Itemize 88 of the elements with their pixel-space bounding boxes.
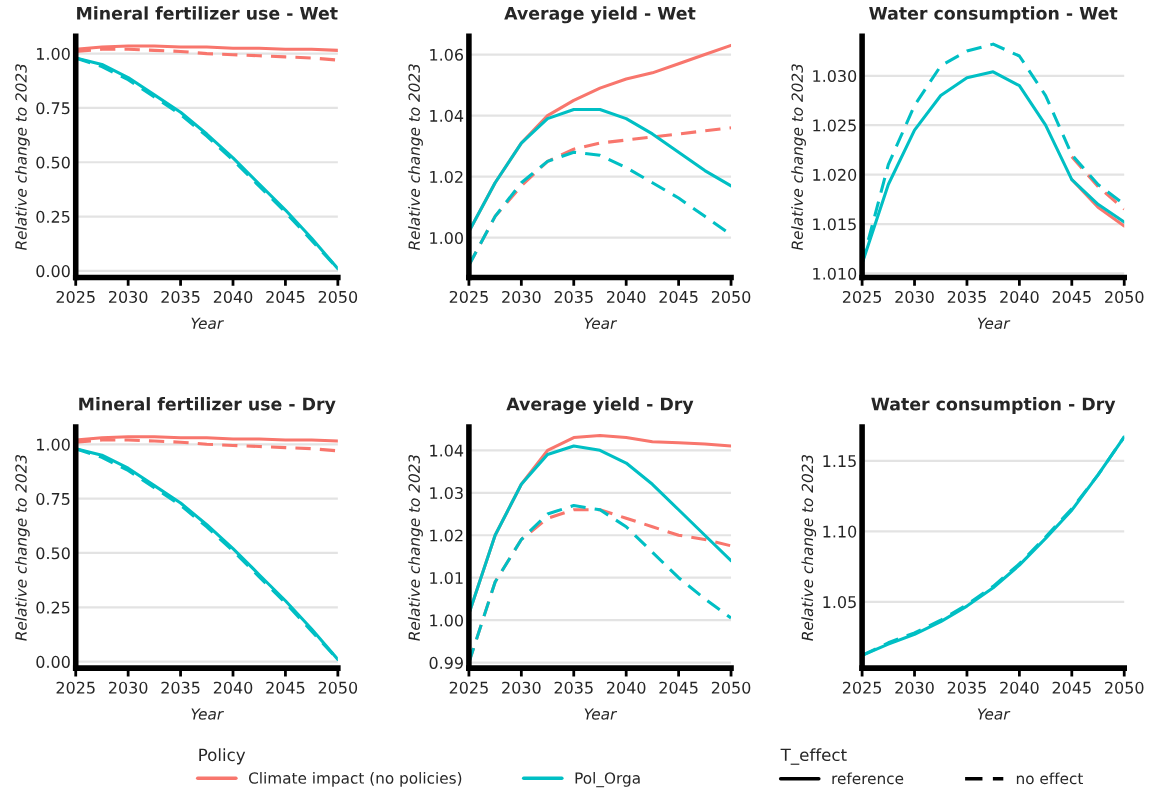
- y-tick-label: 0.00: [36, 265, 70, 278]
- x-tick-label: 2035: [554, 290, 593, 303]
- x-tick-label: 2045: [266, 681, 305, 694]
- x-axis-title: Year: [977, 708, 1011, 720]
- y-tick-label: 1.00: [37, 47, 70, 60]
- y-axis-title: Relative change to 2023: [14, 64, 30, 251]
- y-axis-title: Relative change to 2023: [14, 454, 30, 641]
- y-tick-label: 1.15: [823, 455, 856, 468]
- x-tick-label: 2050: [1105, 290, 1144, 303]
- x-tick-label: 2040: [607, 681, 646, 694]
- x-tick-label: 2045: [659, 681, 698, 694]
- x-tick-label: 2045: [266, 290, 305, 303]
- x-tick-label: 2040: [1000, 290, 1039, 303]
- x-tick-label: 2025: [842, 290, 882, 303]
- y-tick-label: 1.00: [430, 231, 463, 245]
- y-axis-title: Relative change to 2023: [408, 454, 423, 641]
- x-axis-title: Year: [191, 317, 224, 330]
- y-tick-label: 1.015: [813, 218, 856, 231]
- y-tick-label: 1.030: [813, 69, 857, 83]
- y-axis-title: Relative change to 2023: [801, 454, 817, 641]
- x-tick-label: 2045: [1052, 681, 1091, 694]
- x-tick-label: 2030: [109, 290, 148, 303]
- x-tick-label: 2030: [895, 681, 934, 694]
- y-axis-title: Relative change to 2023: [408, 64, 423, 251]
- x-tick-label: 2035: [947, 681, 986, 694]
- x-tick-label: 2030: [502, 290, 541, 303]
- y-tick-label: 1.04: [430, 444, 464, 457]
- x-tick-label: 2050: [711, 681, 751, 694]
- y-tick-label: 0.75: [36, 102, 70, 115]
- x-tick-label: 2045: [659, 290, 698, 303]
- y-tick-label: 0.25: [36, 601, 70, 614]
- y-tick-label: 1.06: [430, 48, 464, 61]
- x-tick-label: 2035: [161, 290, 200, 303]
- x-tick-label: 2050: [1105, 681, 1144, 694]
- y-tick-label: 0.75: [36, 492, 70, 505]
- y-tick-label: 0.25: [36, 210, 70, 223]
- x-tick-label: 2040: [1000, 681, 1039, 694]
- y-tick-label: 1.04: [430, 109, 464, 122]
- x-tick-label: 2045: [1052, 290, 1091, 303]
- x-tick-label: 2025: [842, 681, 882, 694]
- x-tick-label: 2025: [56, 290, 95, 303]
- chart-title: Mineral fertilizer use - Dry: [79, 397, 336, 415]
- x-tick-label: 2035: [161, 681, 200, 694]
- y-tick-label: 1.01: [430, 571, 463, 584]
- chart-title: Average yield - Dry: [506, 397, 694, 415]
- y-tick-label: 0.99: [429, 656, 463, 669]
- y-tick-label: 0.00: [36, 655, 70, 668]
- legend-label: Pol_Orga: [575, 772, 640, 788]
- x-tick-label: 2040: [607, 290, 646, 303]
- x-tick-label: 2025: [449, 681, 488, 694]
- x-tick-label: 2050: [318, 290, 358, 303]
- y-tick-label: 1.020: [813, 168, 857, 181]
- x-axis-title: Year: [191, 708, 224, 720]
- x-tick-label: 2030: [502, 681, 541, 694]
- x-tick-label: 2030: [109, 681, 148, 694]
- y-tick-label: 1.03: [430, 486, 463, 500]
- x-tick-label: 2040: [213, 290, 253, 303]
- x-tick-label: 2025: [56, 681, 95, 694]
- x-axis-title: Year: [584, 708, 618, 720]
- y-tick-label: 1.02: [430, 529, 463, 542]
- y-tick-label: 1.00: [37, 438, 70, 451]
- y-tick-label: 1.05: [823, 596, 856, 609]
- y-tick-label: 0.50: [36, 547, 70, 560]
- chart-title: Water consumption - Dry: [871, 397, 1116, 415]
- y-tick-label: 1.10: [823, 525, 857, 538]
- x-tick-label: 2035: [554, 681, 593, 694]
- x-tick-label: 2040: [213, 681, 253, 694]
- x-tick-label: 2050: [711, 290, 751, 303]
- text: T_effect: [780, 748, 847, 765]
- chart-title: Water consumption - Wet: [869, 6, 1118, 24]
- x-axis-title: Year: [977, 317, 1011, 330]
- y-tick-label: 1.00: [430, 614, 463, 627]
- chart-title: Average yield - Wet: [504, 6, 696, 24]
- y-tick-label: 1.02: [430, 170, 463, 183]
- x-tick-label: 2035: [947, 290, 986, 303]
- legend-label: Climate impact (no policies): [248, 772, 462, 787]
- x-tick-label: 2050: [318, 681, 358, 694]
- y-tick-label: 1.010: [813, 267, 857, 280]
- x-axis-title: Year: [584, 317, 618, 330]
- text: reference: [832, 772, 904, 785]
- chart-title: Mineral fertilizer use - Wet: [77, 6, 338, 20]
- y-tick-label: 0.50: [36, 156, 70, 169]
- x-tick-label: 2030: [895, 290, 934, 303]
- y-tick-label: 1.025: [813, 119, 856, 132]
- y-axis-title: Relative change to 2023: [791, 64, 806, 251]
- legend-title: Policy: [199, 748, 246, 765]
- text: no effect: [1016, 772, 1083, 785]
- x-tick-label: 2025: [449, 290, 488, 303]
